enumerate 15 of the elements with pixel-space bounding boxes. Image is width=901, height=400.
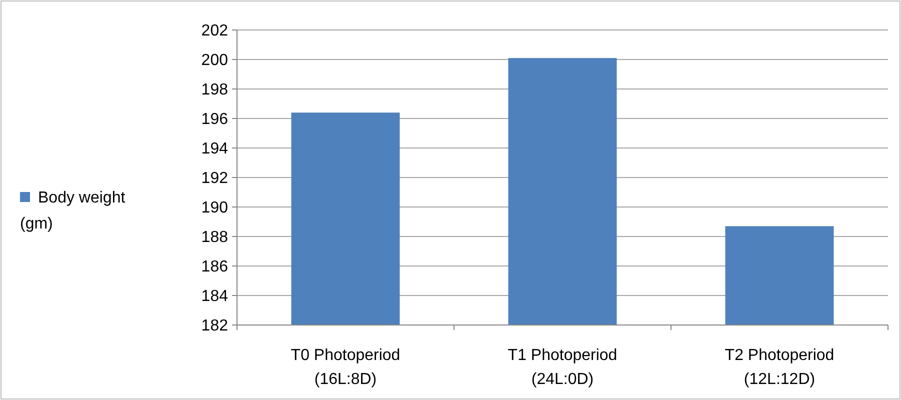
y-tick-label: 202 bbox=[201, 22, 228, 40]
y-tick-label: 196 bbox=[201, 111, 228, 128]
y-tick-label: 190 bbox=[201, 200, 228, 217]
y-tick-label: 200 bbox=[201, 52, 228, 70]
y-tick-label: 194 bbox=[201, 140, 228, 158]
x-tick-label: T1 Photoperiod (24L:0D) bbox=[508, 347, 618, 388]
y-tick-label: 186 bbox=[201, 258, 228, 276]
y-tick-label: 198 bbox=[201, 82, 228, 99]
legend-label: Body weight (gm) bbox=[20, 190, 126, 233]
y-tick-label: 188 bbox=[201, 229, 228, 246]
y-tick-label: 182 bbox=[201, 318, 228, 335]
y-tick-label: 192 bbox=[201, 170, 228, 188]
x-tick-label: T0 Photoperiod (16L:8D) bbox=[290, 347, 400, 388]
y-tick-label: 184 bbox=[201, 288, 228, 306]
x-tick-label: T2 Photoperiod (12L:12D) bbox=[724, 347, 834, 388]
